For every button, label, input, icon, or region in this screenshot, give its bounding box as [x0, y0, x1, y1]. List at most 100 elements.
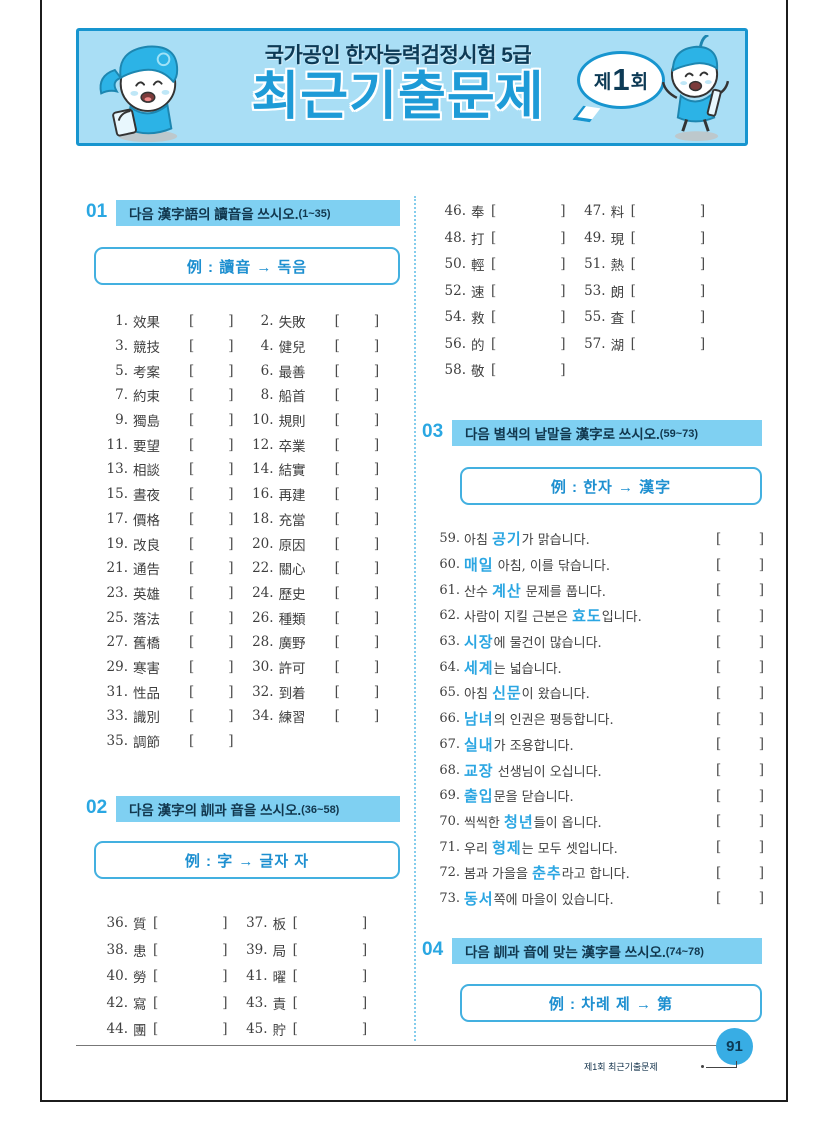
answer-brackets: []: [716, 582, 764, 598]
bracket-close: ]: [758, 556, 764, 573]
bracket-open: [: [716, 556, 722, 573]
question-hanja: 要望: [133, 438, 160, 455]
bracket-open: [: [630, 256, 636, 273]
question-number: 1.: [115, 313, 128, 330]
question-hanja: 團: [133, 1023, 147, 1040]
bracket-open: [: [716, 530, 722, 547]
question-hanja: 獨島: [133, 414, 160, 431]
bracket-close: ]: [228, 338, 234, 355]
question-number: 27.: [106, 634, 128, 651]
question-number: 50.: [444, 256, 466, 273]
question-hanja: 考案: [133, 364, 160, 381]
sentence-text: 매일 아침, 이를 닦습니다.: [464, 554, 716, 575]
sentence-post: 가 조용합니다.: [493, 738, 574, 754]
question-number: 39.: [246, 941, 268, 958]
question-number: 14.: [252, 461, 274, 478]
question-row: 52. 速 [] 53. 朗 []: [436, 278, 762, 305]
bracket-close: ]: [222, 994, 228, 1011]
bracket-close: ]: [758, 787, 764, 804]
header-banner: 국가공인 한자능력검정시험 5급 최근기출문제 제 1 회: [76, 28, 748, 146]
question-hanja: 通告: [133, 562, 160, 579]
question-hanja: 失敗: [278, 315, 306, 332]
bracket-open: [: [491, 256, 497, 273]
highlighted-word: 교장: [464, 762, 494, 780]
question-hanja: 寒害: [133, 660, 160, 677]
section-02-range: (36~58): [301, 803, 340, 816]
question-hanja: 板: [272, 917, 287, 934]
bracket-close: ]: [758, 762, 764, 779]
sentence-text: 봄과 가을을 춘추라고 합니다.: [464, 862, 716, 883]
answer-brackets: []: [716, 736, 764, 752]
page-border-bottom: [40, 1100, 788, 1102]
section-04-header: 다음 訓과 音에 맞는 漢字를 쓰시오. (74~78): [452, 938, 762, 964]
question-hanja: 相談: [133, 463, 160, 480]
section-01-number: 01: [86, 201, 108, 222]
question-hanja: 曜: [272, 970, 287, 987]
bracket-open: [: [491, 229, 497, 246]
bracket-open: [: [334, 535, 340, 552]
bracket-close: ]: [373, 338, 380, 355]
question-number: 29.: [106, 658, 128, 675]
sentence-post: 에 물건이 많습니다.: [493, 636, 602, 652]
bracket-close: ]: [699, 335, 706, 352]
question-number: 5.: [115, 362, 128, 379]
question-row: 15. 晝夜 [] 16. 再建 []: [98, 482, 404, 507]
question-row: 33. 識別 [] 34. 練習 []: [98, 704, 404, 729]
question-number: 15.: [106, 486, 128, 503]
question-row: 42. 寫 [] 43. 責 []: [98, 990, 404, 1017]
answer-brackets: []: [716, 634, 764, 650]
question-hanja: 船首: [278, 389, 306, 406]
highlighted-word: 매일: [464, 557, 494, 575]
bracket-open: [: [716, 839, 722, 856]
question-hanja: 競技: [133, 340, 160, 357]
bracket-open: [: [334, 362, 340, 379]
bracket-open: [: [189, 486, 195, 503]
sentence-post: 쪽에 마을이 있습니다.: [493, 892, 614, 908]
bracket-close: ]: [222, 1021, 228, 1038]
question-number: 10.: [252, 412, 274, 429]
question-hanja: 廣野: [278, 636, 306, 653]
question-number: 48.: [444, 229, 466, 246]
question-hanja: 査: [610, 311, 625, 328]
answer-brackets: []: [716, 685, 764, 701]
bracket-open: [: [189, 338, 195, 355]
question-row: 46. 奉 [] 47. 料 []: [436, 198, 762, 225]
exam-title: 최근기출문제: [251, 68, 545, 126]
bracket-open: [: [630, 229, 636, 246]
question-hanja: 舊橋: [133, 636, 160, 653]
bracket-open: [: [334, 436, 340, 453]
sentence-pre: 아침: [464, 687, 493, 703]
highlighted-word: 형제: [492, 839, 522, 857]
badge-number: 1: [612, 62, 630, 97]
question-row: 29. 寒害 [] 30. 許可 []: [98, 655, 404, 680]
bracket-open: [: [189, 584, 195, 601]
bracket-open: [: [153, 968, 159, 985]
question-number: 42.: [106, 994, 128, 1011]
sentence-text: 사람이 지킬 근본은 효도입니다.: [464, 605, 716, 626]
bracket-open: [: [189, 461, 195, 478]
mascot-right-icon: [661, 35, 730, 142]
sentence-post: 는 넓습니다.: [493, 661, 562, 677]
question-row: 48. 打 [] 49. 現 []: [436, 225, 762, 252]
section-04-number: 04: [422, 939, 444, 960]
bracket-open: [: [630, 203, 636, 220]
bracket-close: ]: [373, 535, 380, 552]
bracket-close: ]: [560, 203, 566, 220]
question-number: 32.: [252, 683, 274, 700]
section-02-instruction: 다음 漢字의 訓과 音을 쓰시오.: [129, 803, 302, 818]
bracket-close: ]: [228, 658, 234, 675]
question-number: 61.: [439, 582, 460, 598]
bracket-close: ]: [699, 203, 706, 220]
highlighted-word: 동서: [464, 890, 494, 908]
badge-text-post: 회: [630, 71, 649, 93]
question-number: 21.: [106, 560, 128, 577]
bracket-open: [: [153, 1021, 159, 1038]
bracket-close: ]: [361, 994, 368, 1011]
question-hanja: 現: [610, 231, 625, 248]
badge-text-pre: 제: [593, 71, 612, 93]
question-number: 34.: [252, 708, 274, 725]
section-04-range: (74~78): [665, 945, 704, 958]
sentence-pre: 우리: [464, 841, 493, 857]
question-hanja: 原因: [278, 537, 306, 554]
question-hanja: 練習: [278, 710, 306, 727]
